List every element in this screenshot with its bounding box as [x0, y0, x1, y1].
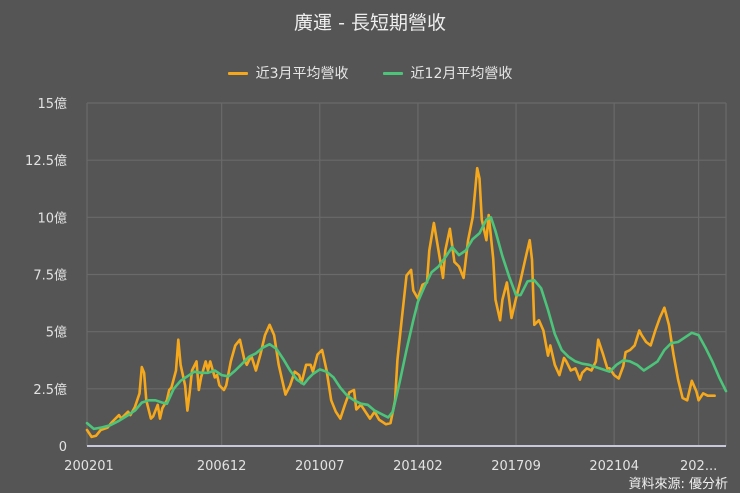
- y-axis: 0 2.5億 5億 7.5億 10億 12.5億 15億: [25, 96, 67, 455]
- series-lines: [85, 166, 728, 439]
- y-tick-label: 10億: [37, 210, 67, 226]
- x-tick-label: 202...: [680, 459, 717, 474]
- legend-item-3m[interactable]: 近3月平均營收: [227, 63, 349, 83]
- legend-item-12m[interactable]: 近12月平均營收: [382, 63, 513, 83]
- y-tick-label: 12.5億: [25, 153, 67, 169]
- y-tick-label: 7.5億: [33, 268, 67, 284]
- y-tick-label: 5億: [46, 325, 67, 341]
- x-tick-label: 200201: [64, 459, 114, 474]
- y-tick-label: 0: [59, 440, 67, 455]
- x-axis: 200201 200612 201007 201402 201709 202104 202.…: [64, 445, 726, 474]
- data-source: 資料來源: 優分析: [628, 477, 728, 492]
- legend: 近3月平均營收 近12月平均營收: [0, 63, 740, 83]
- legend-label-12m: 近12月平均營收: [410, 66, 513, 82]
- y-tick-label: 2.5億: [33, 382, 67, 398]
- legend-swatch-12m-icon: [382, 71, 403, 75]
- series-3m-line: [85, 166, 716, 439]
- x-tick-label: 200612: [197, 459, 247, 474]
- legend-label-3m: 近3月平均營收: [255, 66, 349, 82]
- chart-title: 廣運 - 長短期營收: [294, 12, 446, 34]
- x-tick-label: 201402: [393, 459, 443, 474]
- x-tick-label: 201007: [295, 459, 345, 474]
- x-tick-label: 201709: [491, 459, 541, 474]
- legend-swatch-3m-icon: [227, 71, 248, 75]
- y-tick-label: 15億: [37, 96, 67, 112]
- series-12m-line: [85, 216, 728, 431]
- x-tick-label: 202104: [589, 459, 639, 474]
